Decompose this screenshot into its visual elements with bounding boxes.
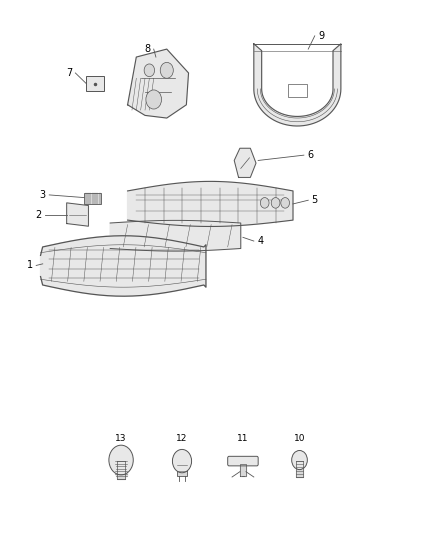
Polygon shape [115,459,127,461]
Polygon shape [110,220,241,251]
Text: 8: 8 [144,44,150,54]
Polygon shape [115,472,127,474]
Circle shape [173,449,191,473]
Polygon shape [115,469,127,471]
Polygon shape [116,474,127,476]
Text: 11: 11 [237,434,249,443]
Polygon shape [296,459,304,461]
Text: 5: 5 [311,195,318,205]
FancyBboxPatch shape [228,456,258,466]
Polygon shape [117,477,125,479]
Text: 13: 13 [115,434,127,443]
Text: 4: 4 [257,236,263,246]
Polygon shape [296,469,304,471]
Polygon shape [240,464,246,476]
Polygon shape [116,464,126,466]
Polygon shape [115,462,127,464]
Bar [288,84,307,97]
Polygon shape [297,466,303,467]
Text: 3: 3 [40,190,46,200]
Circle shape [146,90,162,109]
Polygon shape [127,181,293,227]
Polygon shape [296,463,303,464]
Bar [84,193,102,205]
Text: 6: 6 [307,150,314,160]
Circle shape [109,445,133,475]
Text: 9: 9 [318,31,325,41]
Bar [177,461,187,476]
Polygon shape [127,49,188,118]
Text: 7: 7 [66,68,72,78]
Text: 12: 12 [177,434,188,443]
Text: 1: 1 [27,261,33,270]
Polygon shape [234,148,256,177]
Circle shape [271,198,280,208]
Polygon shape [297,475,303,477]
Circle shape [260,198,269,208]
Circle shape [160,62,173,78]
Circle shape [144,64,155,77]
Circle shape [281,198,290,208]
Polygon shape [254,44,341,126]
Text: 2: 2 [35,209,42,220]
Circle shape [292,450,307,470]
Bar [86,76,104,91]
Text: 10: 10 [294,434,305,443]
Polygon shape [41,236,206,296]
Polygon shape [116,466,126,469]
Polygon shape [296,472,303,474]
Polygon shape [67,203,88,226]
